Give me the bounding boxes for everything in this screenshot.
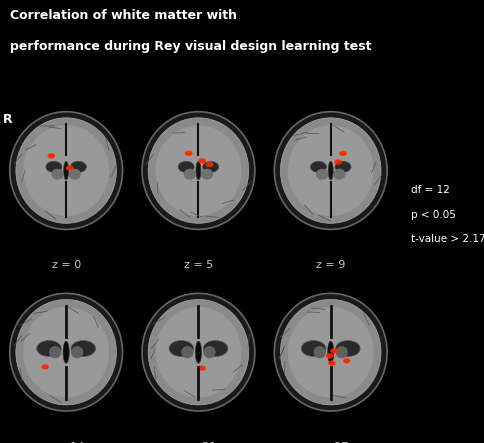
Ellipse shape [311, 161, 326, 172]
Ellipse shape [328, 361, 335, 365]
Ellipse shape [155, 125, 242, 216]
Ellipse shape [178, 161, 194, 172]
Text: z = 21: z = 21 [180, 442, 217, 443]
Ellipse shape [142, 112, 255, 229]
Ellipse shape [148, 299, 249, 405]
Ellipse shape [46, 161, 62, 172]
Ellipse shape [274, 112, 387, 229]
Ellipse shape [198, 158, 206, 163]
Ellipse shape [196, 161, 201, 180]
Text: p < 0.05: p < 0.05 [411, 210, 456, 220]
Ellipse shape [331, 349, 338, 354]
Ellipse shape [16, 299, 117, 405]
Ellipse shape [71, 161, 86, 172]
Text: R: R [2, 113, 12, 126]
Ellipse shape [196, 341, 201, 363]
Text: z = 0: z = 0 [51, 260, 81, 271]
Ellipse shape [314, 346, 326, 358]
Ellipse shape [302, 341, 326, 357]
Text: z = 14: z = 14 [48, 442, 84, 443]
Ellipse shape [203, 346, 215, 358]
Ellipse shape [23, 307, 109, 397]
Ellipse shape [280, 299, 381, 405]
Ellipse shape [335, 346, 348, 358]
Ellipse shape [142, 293, 255, 411]
Ellipse shape [339, 151, 347, 156]
Ellipse shape [316, 169, 328, 180]
Ellipse shape [274, 293, 387, 411]
Text: performance during Rey visual design learning test: performance during Rey visual design lea… [10, 40, 371, 53]
Ellipse shape [71, 346, 83, 358]
Ellipse shape [16, 118, 117, 223]
Ellipse shape [49, 346, 61, 358]
Text: z = 5: z = 5 [184, 260, 213, 271]
Ellipse shape [335, 341, 360, 357]
Ellipse shape [288, 125, 374, 216]
Ellipse shape [148, 118, 249, 223]
Ellipse shape [280, 118, 381, 223]
Ellipse shape [184, 169, 196, 180]
Ellipse shape [206, 162, 213, 167]
Ellipse shape [51, 169, 64, 180]
Ellipse shape [334, 159, 342, 164]
Ellipse shape [66, 166, 74, 171]
Ellipse shape [48, 153, 55, 158]
Text: z = 9: z = 9 [316, 260, 346, 271]
Ellipse shape [335, 161, 351, 172]
Ellipse shape [182, 346, 194, 358]
Ellipse shape [328, 161, 333, 180]
Ellipse shape [64, 161, 69, 180]
Ellipse shape [328, 341, 334, 363]
Ellipse shape [155, 307, 242, 397]
Ellipse shape [326, 354, 333, 358]
Text: Correlation of white matter with: Correlation of white matter with [10, 9, 237, 22]
Text: t-value > 2.17: t-value > 2.17 [411, 234, 484, 244]
Ellipse shape [185, 151, 192, 156]
Ellipse shape [198, 365, 206, 371]
Ellipse shape [169, 341, 194, 357]
Ellipse shape [23, 125, 109, 216]
Ellipse shape [333, 169, 346, 180]
Ellipse shape [10, 112, 122, 229]
Ellipse shape [71, 341, 95, 357]
Ellipse shape [63, 341, 69, 363]
Ellipse shape [288, 307, 374, 397]
Ellipse shape [37, 341, 61, 357]
Text: df = 12: df = 12 [411, 186, 450, 195]
Ellipse shape [203, 341, 228, 357]
Ellipse shape [10, 293, 122, 411]
Text: z = 27: z = 27 [313, 442, 349, 443]
Ellipse shape [42, 365, 49, 369]
Ellipse shape [203, 161, 219, 172]
Ellipse shape [201, 169, 213, 180]
Ellipse shape [343, 358, 350, 363]
Ellipse shape [69, 169, 81, 180]
